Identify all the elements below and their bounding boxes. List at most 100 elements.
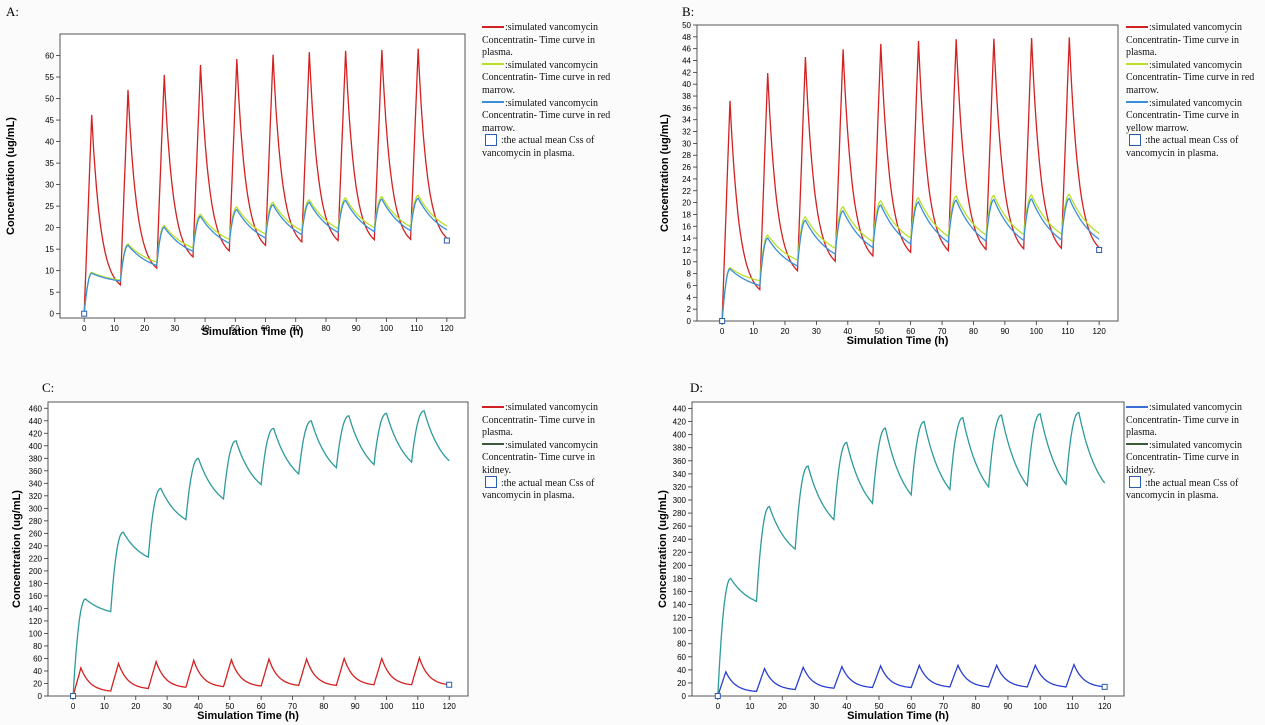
x-tick-label: 80 [322,324,331,333]
x-tick-label: 40 [194,702,203,711]
y-tick-label: 380 [29,454,43,463]
y-tick-label: 380 [673,444,687,453]
legend-d: :simulated vancomycin Concentratin- Time… [1126,402,1262,503]
y-tick-label: 4 [687,293,692,302]
legend-marker-icon [1129,133,1141,146]
y-tick-label: 45 [45,116,54,125]
legend-swatch [482,405,504,408]
y-tick-label: 180 [673,574,687,583]
legend-swatch [1126,25,1148,28]
x-tick-label: 20 [781,327,790,336]
legend-swatch [482,101,504,104]
legend-swatch [1126,405,1148,408]
series-line-plasma [717,662,1105,697]
y-tick-label: 36 [682,104,691,113]
y-tick-label: 12 [682,246,691,255]
legend-text: :simulated vancomycin Concentratin- Time… [1126,22,1243,59]
chart-d: 0204060801001201401601802002202402602803… [657,401,1125,722]
series-line-plasma [83,48,448,314]
x-tick-label: 30 [812,327,821,336]
y-tick-label: 80 [677,640,686,649]
y-tick-label: 0 [50,310,55,319]
x-tick-label: 90 [1003,702,1012,711]
legend-swatch [482,25,504,28]
legend-item: :the actual mean Css of vancomycin in pl… [482,475,620,503]
y-tick-label: 40 [677,666,686,675]
legend-text: :simulated vancomycin Concentratin- Time… [1126,402,1243,439]
legend-text: :simulated vancomycin Concentratin- Time… [1126,439,1243,476]
x-tick-label: 20 [778,702,787,711]
x-tick-label: 10 [749,327,758,336]
y-tick-label: 40 [33,667,42,676]
legend-swatch [1126,101,1148,104]
legend-item: :simulated vancomycin Concentratin- Time… [482,402,620,440]
y-axis-title: Concentration (ug/mL) [5,117,17,235]
y-tick-label: 420 [29,429,43,438]
observed-marker [719,318,726,324]
y-tick-label: 320 [29,492,43,501]
y-tick-label: 40 [45,138,54,147]
y-tick-label: 22 [682,187,691,196]
y-tick-label: 20 [682,199,691,208]
y-tick-label: 320 [673,483,687,492]
legend-text: :the actual mean Css of vancomycin in pl… [482,477,595,502]
y-tick-label: 340 [29,479,43,488]
observed-marker [81,310,88,317]
y-tick-label: 220 [673,548,687,557]
legend-text: :simulated vancomycin Concentratin- Time… [482,22,599,59]
y-tick-label: 220 [29,554,43,563]
legend-item: :simulated vancomycin Concentratin- Time… [482,22,620,60]
y-axis-title: Concentration (ug/mL) [657,490,669,608]
y-tick-label: 60 [45,52,54,61]
x-tick-label: 70 [938,327,947,336]
y-tick-label: 100 [673,627,687,636]
observed-marker [1101,683,1108,690]
y-tick-label: 300 [673,496,687,505]
y-tick-label: 34 [682,116,691,125]
x-axis-title: Simulation Time (h) [847,710,949,722]
x-tick-label: 120 [443,702,457,711]
y-tick-label: 80 [33,642,42,651]
y-tick-label: 400 [673,431,687,440]
series-line-red-marrow [83,197,448,314]
x-tick-label: 30 [170,324,179,333]
x-tick-label: 90 [352,324,361,333]
series-line-plasma [721,37,1100,322]
series-line-kidney [717,411,1106,697]
legend-text: :simulated vancomycin Concentratin- Time… [482,59,611,96]
y-tick-label: 40 [682,80,691,89]
y-tick-label: 0 [38,692,43,701]
legend-text: :simulated vancomycin Concentratin- Time… [482,402,599,439]
chart-a: 0 5 10 15 20 25 30 35 40 45 50 55 60 0 10 20 30 40 50 60 70 8… [5,33,466,338]
x-tick-label: 100 [1033,702,1047,711]
x-tick-label: 20 [140,324,149,333]
x-axis-title: Simulation Time (h) [202,326,304,338]
y-tick-label: 440 [673,405,687,414]
y-tick-label: 15 [45,245,54,254]
y-tick-label: 28 [682,151,691,160]
x-tick-label: 40 [842,702,851,711]
plot-area [691,401,1125,697]
observed-marker [70,693,77,699]
y-tick-label: 340 [673,470,687,479]
y-tick-label: 140 [29,604,43,613]
legend-item: :simulated vancomycin Concentratin- Time… [1126,22,1262,60]
y-tick-label: 200 [673,561,687,570]
x-tick-label: 0 [82,324,87,333]
y-tick-label: 50 [45,95,54,104]
y-tick-label: 25 [45,202,54,211]
y-tick-label: 10 [45,267,54,276]
x-tick-label: 120 [1098,702,1112,711]
series-line-kidney [72,409,450,697]
observed-marker [446,681,453,688]
y-tick-label: 30 [45,181,54,190]
y-tick-label: 44 [682,57,691,66]
x-tick-label: 40 [201,324,210,333]
y-tick-label: 360 [673,457,687,466]
legend-text: :simulated vancomycin Concentratin- Time… [1126,59,1255,96]
legend-c: :simulated vancomycin Concentratin- Time… [482,402,620,503]
y-tick-label: 140 [673,601,687,610]
x-tick-label: 120 [1092,327,1106,336]
panel-label: C: [42,380,55,395]
x-tick-label: 90 [351,702,360,711]
